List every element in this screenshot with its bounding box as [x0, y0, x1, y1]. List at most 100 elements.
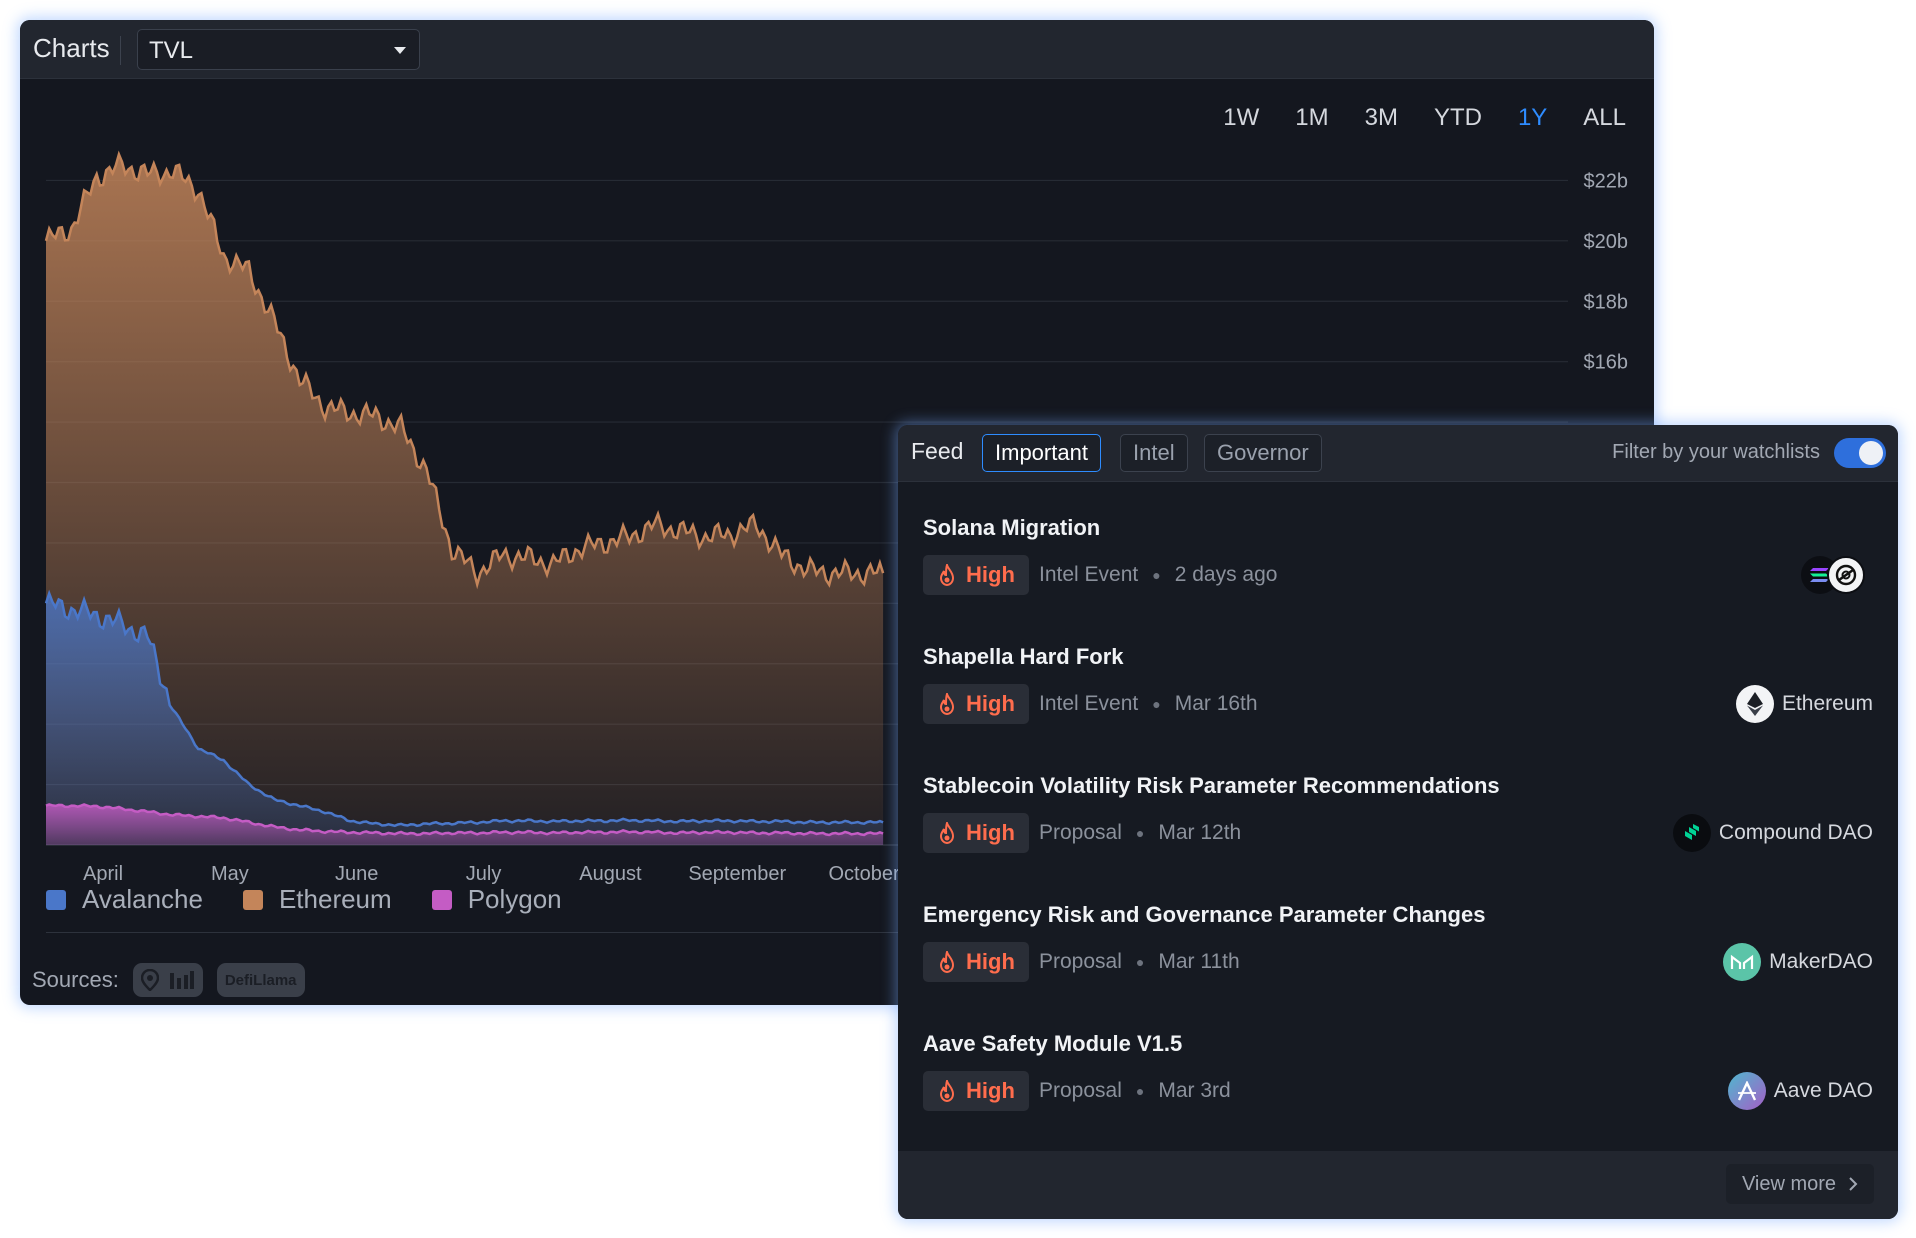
- x-tick-label: April: [83, 863, 123, 885]
- header-divider: [120, 36, 121, 65]
- severity-badge: High: [923, 684, 1029, 724]
- range-tab-3m[interactable]: 3M: [1364, 104, 1398, 131]
- area-ethereum: [46, 154, 884, 846]
- source-pill-defillama[interactable]: DefiLlama: [216, 963, 305, 997]
- tab-governor[interactable]: Governor: [1204, 434, 1322, 472]
- item-entity[interactable]: Compound DAO: [1672, 813, 1873, 853]
- item-meta: Intel Event ● 2 days ago: [1039, 563, 1277, 587]
- feed-title: Feed: [911, 438, 964, 464]
- separator-dot-icon: ●: [1135, 825, 1145, 841]
- series-line-ethereum: [44, 150, 885, 590]
- item-meta: Intel Event ● Mar 16th: [1039, 692, 1258, 716]
- wormhole-icon: [1827, 556, 1865, 594]
- legend-item-polygon[interactable]: Polygon: [431, 884, 562, 915]
- source-pill-icons[interactable]: [132, 963, 203, 997]
- item-date: Mar 12th: [1158, 821, 1242, 844]
- item-meta: Proposal ● Mar 3rd: [1039, 1079, 1231, 1103]
- legend-item-avalanche[interactable]: Avalanche: [46, 884, 203, 915]
- item-date: Mar 3rd: [1158, 1079, 1231, 1102]
- item-entity[interactable]: Aave DAO: [1727, 1071, 1873, 1111]
- item-meta: Proposal ● Mar 12th: [1039, 821, 1241, 845]
- severity-label: High: [966, 820, 1015, 845]
- feed-item[interactable]: Shapella Hard Fork High Intel Event ● Ma…: [923, 644, 1873, 773]
- feed-item-title: Stablecoin Volatility Risk Parameter Rec…: [923, 773, 1500, 798]
- caret-down-icon: [394, 47, 406, 54]
- item-type: Proposal: [1039, 950, 1122, 973]
- severity-badge: High: [923, 942, 1029, 982]
- item-date: Mar 11th: [1158, 950, 1240, 973]
- item-type: Proposal: [1039, 1079, 1122, 1102]
- metric-select-value: TVL: [149, 37, 194, 64]
- range-tab-1m[interactable]: 1M: [1295, 104, 1329, 131]
- ethereum-icon: [1735, 685, 1774, 723]
- entity-label: MakerDAO: [1769, 950, 1873, 973]
- charts-title: Charts: [33, 33, 110, 63]
- legend-swatch: [46, 889, 66, 910]
- feed-item-title: Aave Safety Module V1.5: [923, 1031, 1183, 1056]
- severity-badge: High: [923, 813, 1029, 853]
- toggle-knob: [1859, 441, 1883, 465]
- feed-item-title: Solana Migration: [923, 515, 1101, 540]
- feed-panel: Feed Important Intel Governor Filter by …: [898, 425, 1898, 1219]
- tab-intel[interactable]: Intel: [1120, 434, 1188, 472]
- sources: Sources: DefiLlama: [32, 963, 319, 997]
- y-tick-label: $18b: [1584, 291, 1629, 313]
- x-tick-label: October: [828, 863, 899, 885]
- feed-item[interactable]: Emergency Risk and Governance Parameter …: [923, 902, 1873, 1031]
- chevron-right-icon: [1849, 1177, 1858, 1191]
- item-entity[interactable]: [1789, 555, 1873, 595]
- aave-icon: [1727, 1072, 1766, 1110]
- legend-swatch: [242, 889, 263, 910]
- series-line-avalanche: [44, 589, 884, 828]
- item-date: Mar 16th: [1174, 692, 1258, 715]
- severity-badge: High: [923, 555, 1029, 595]
- pin-icon: [140, 969, 159, 991]
- item-entity[interactable]: MakerDAO: [1723, 942, 1873, 982]
- defillama-logo: DefiLlama: [224, 971, 297, 989]
- x-tick-label: September: [688, 863, 786, 885]
- feed-item[interactable]: Stablecoin Volatility Risk Parameter Rec…: [923, 773, 1873, 902]
- legend-swatch: [431, 889, 452, 910]
- severity-label: High: [966, 691, 1015, 716]
- severity-badge: High: [923, 1071, 1029, 1111]
- legend-label: Ethereum: [278, 884, 392, 914]
- y-tick-label: $22b: [1584, 170, 1629, 192]
- feed-item[interactable]: Solana Migration High Intel Event ● 2 da…: [923, 515, 1873, 644]
- range-tab-1w[interactable]: 1W: [1223, 104, 1260, 131]
- feed-item-title: Shapella Hard Fork: [923, 644, 1124, 669]
- severity-label: High: [966, 1078, 1015, 1103]
- watchlist-filter-label: Filter by your watchlists: [1612, 441, 1820, 463]
- sources-label: Sources:: [32, 967, 119, 992]
- range-tab-1y[interactable]: 1Y: [1517, 104, 1548, 131]
- range-tab-all[interactable]: ALL: [1583, 104, 1626, 131]
- separator-dot-icon: ●: [1135, 954, 1145, 970]
- legend-label: Avalanche: [82, 884, 203, 914]
- legend-item-ethereum[interactable]: Ethereum: [242, 884, 392, 915]
- metric-select[interactable]: TVL: [137, 29, 420, 70]
- view-more-label: View more: [1741, 1172, 1837, 1195]
- item-meta: Proposal ● Mar 11th: [1039, 950, 1240, 974]
- item-type: Intel Event: [1039, 692, 1139, 715]
- charts-header: Charts TVL: [20, 20, 1654, 79]
- bars-icon: [169, 971, 194, 989]
- y-tick-label: $20b: [1584, 231, 1629, 253]
- x-tick-label: July: [466, 863, 502, 885]
- view-more-button[interactable]: View more: [1726, 1164, 1874, 1204]
- severity-label: High: [966, 949, 1015, 974]
- compound-icon: [1672, 814, 1711, 852]
- x-tick-label: June: [335, 863, 378, 885]
- watchlist-filter-toggle[interactable]: [1834, 438, 1886, 468]
- feed-item[interactable]: Aave Safety Module V1.5 High Proposal ● …: [923, 1031, 1873, 1160]
- item-date: 2 days ago: [1174, 563, 1278, 586]
- range-tab-ytd[interactable]: YTD: [1433, 104, 1482, 131]
- tab-important[interactable]: Important: [982, 434, 1101, 472]
- feed-item-title: Emergency Risk and Governance Parameter …: [923, 902, 1486, 927]
- item-entity[interactable]: Ethereum: [1735, 684, 1873, 724]
- tvl-chart: $22b $20b $18b $16b April May June July August S…: [44, 150, 1629, 885]
- entity-label: Ethereum: [1781, 692, 1873, 715]
- fire-icon: [939, 822, 955, 844]
- entity-label: Compound DAO: [1718, 821, 1873, 844]
- chart-legend: Avalanche Ethereum Polygon: [46, 884, 602, 915]
- entity-label: Aave DAO: [1773, 1079, 1873, 1102]
- fire-icon: [939, 693, 955, 715]
